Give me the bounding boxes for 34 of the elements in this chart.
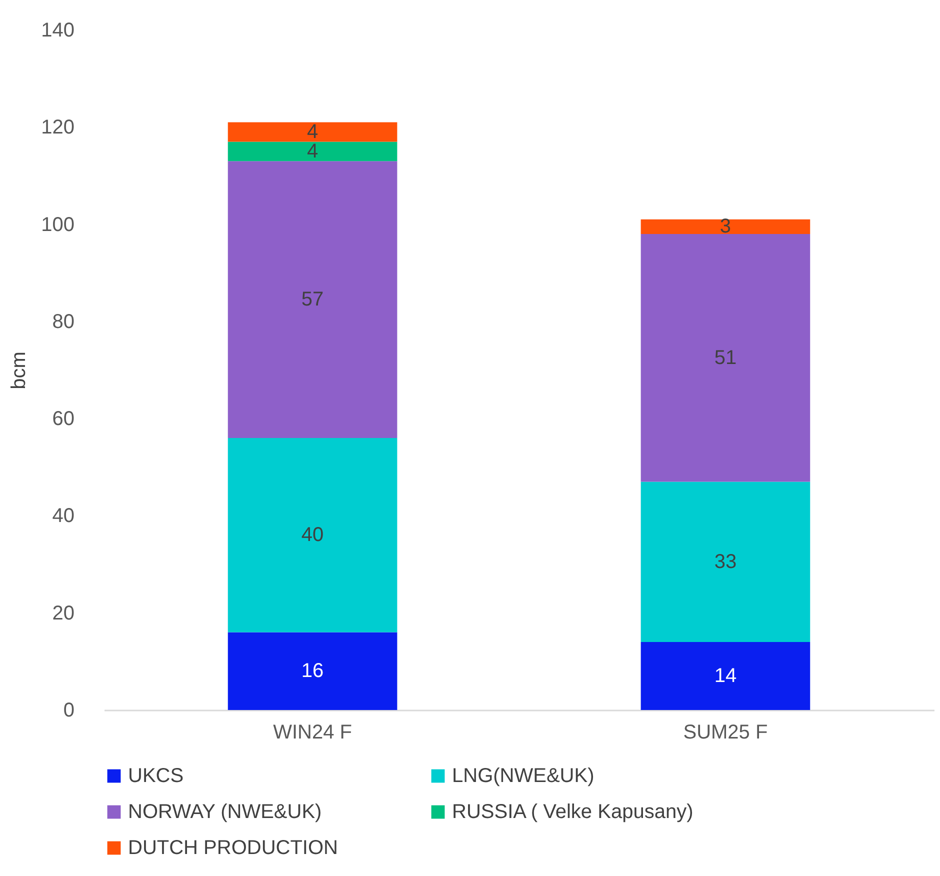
legend-label: DUTCH PRODUCTION: [128, 837, 338, 859]
legend-label: RUSSIA ( Velke Kapusany): [452, 801, 694, 823]
bar: [228, 632, 398, 710]
data-label: 14: [714, 665, 737, 687]
bar: [640, 642, 810, 710]
x-tick-label: SUM25 F: [683, 722, 768, 744]
bar: [640, 219, 810, 234]
data-label: 33: [714, 550, 737, 573]
y-tick-label: 40: [52, 505, 74, 528]
data-label: 3: [720, 216, 732, 238]
data-label: 40: [301, 524, 324, 546]
y-tick-label: 60: [52, 408, 74, 430]
data-label: 4: [306, 140, 318, 162]
y-axis-title: bcm: [8, 352, 30, 390]
y-tick-label: 0: [63, 700, 74, 722]
y-tick-label: 100: [41, 214, 74, 236]
bar: [228, 142, 398, 162]
bar: [640, 482, 810, 642]
data-label: 4: [306, 121, 318, 143]
bar: [228, 122, 398, 142]
legend-label: LNG(NWE&UK): [452, 765, 594, 787]
y-tick-label: 120: [41, 116, 74, 139]
bar: [640, 234, 810, 482]
data-label: 57: [301, 288, 324, 311]
y-tick-label: 20: [52, 602, 74, 624]
y-tick-label: 140: [41, 20, 74, 42]
data-label: 16: [301, 660, 324, 682]
bar: [228, 161, 398, 438]
y-tick-label: 80: [52, 310, 74, 333]
legend-label: UKCS: [128, 765, 184, 787]
legend-label: NORWAY (NWE&UK): [128, 801, 322, 823]
data-label: 51: [714, 346, 737, 369]
x-tick-label: WIN24 F: [273, 722, 352, 744]
bar: [228, 438, 398, 632]
